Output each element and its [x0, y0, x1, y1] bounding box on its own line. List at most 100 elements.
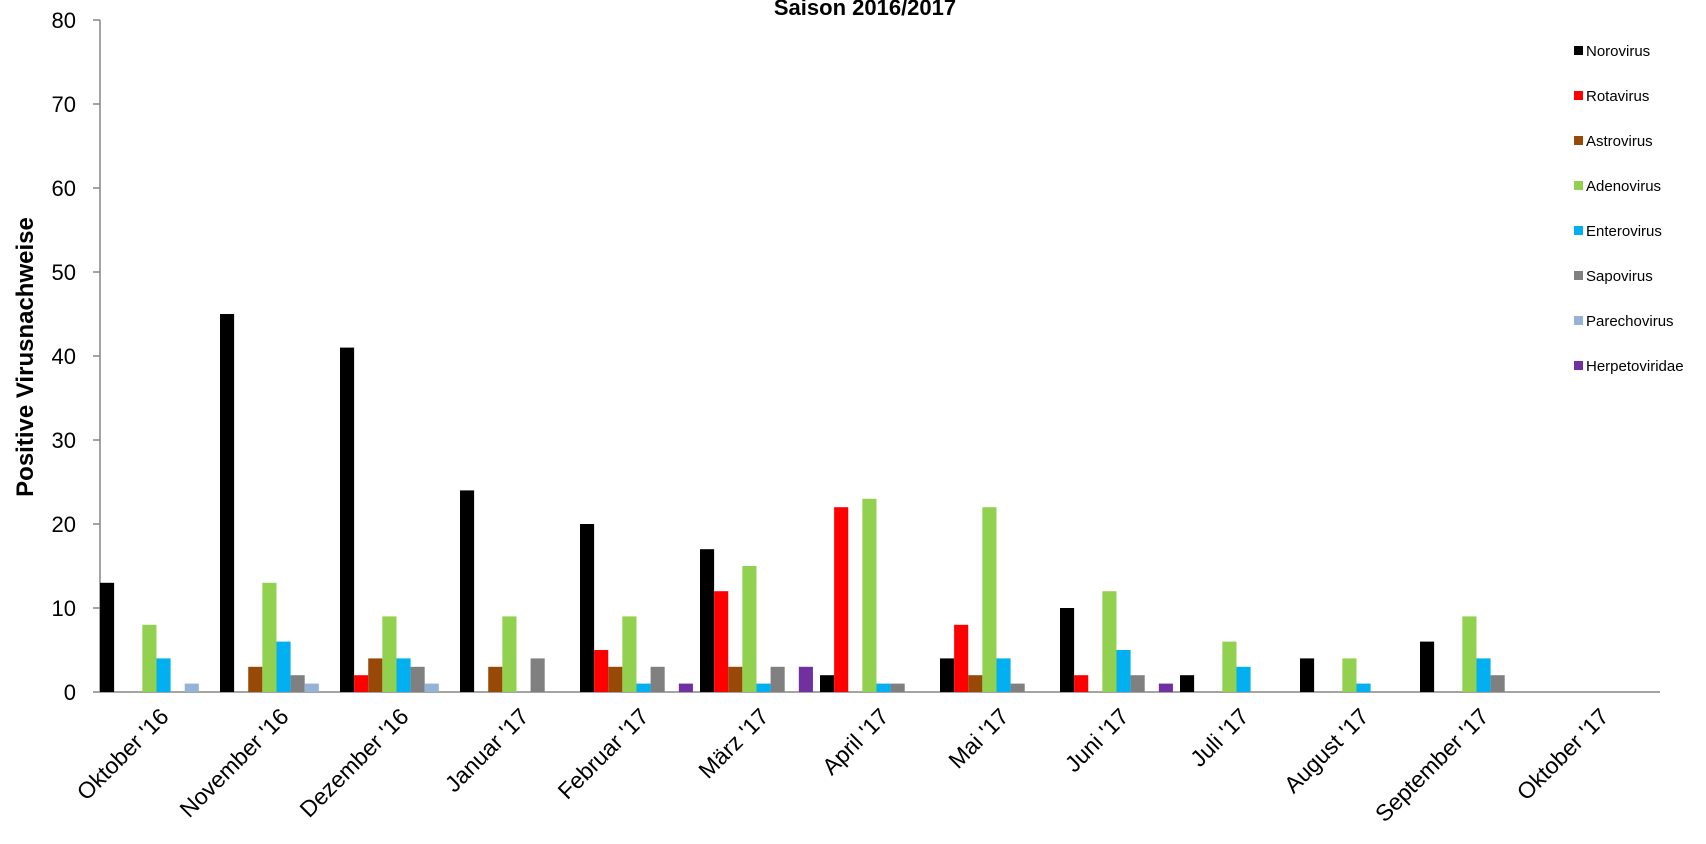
bar-enterovirus: [636, 683, 651, 692]
bar-enterovirus: [1116, 650, 1131, 692]
bar-rotavirus: [354, 675, 369, 692]
bar-sapovirus: [650, 666, 665, 692]
bar-adenovirus: [382, 616, 397, 692]
y-tick-label: 40: [52, 344, 76, 369]
legend-swatch: [1574, 136, 1583, 145]
bar-enterovirus: [996, 658, 1011, 692]
x-category-label: Januar '17: [440, 703, 534, 797]
bar-norovirus: [1060, 608, 1075, 692]
bar-norovirus: [340, 347, 355, 692]
legend-swatch: [1574, 271, 1583, 280]
bar-sapovirus: [1010, 683, 1025, 692]
y-tick-label: 20: [52, 512, 76, 537]
bar-adenovirus: [1342, 658, 1357, 692]
bar-herpetoviridae: [798, 666, 813, 692]
bar-adenovirus: [862, 498, 877, 692]
x-category-label: August '17: [1279, 703, 1374, 798]
bar-norovirus: [460, 490, 475, 692]
x-category-label: Februar '17: [552, 703, 653, 804]
bar-enterovirus: [1236, 666, 1251, 692]
chart-title: Saison 2016/2017: [774, 0, 956, 20]
bar-rotavirus: [594, 650, 609, 692]
y-tick-label: 50: [52, 260, 76, 285]
bar-enterovirus: [1356, 683, 1371, 692]
x-category-label: Mai '17: [943, 703, 1013, 773]
y-tick-label: 0: [64, 680, 76, 705]
bar-astrovirus: [248, 666, 263, 692]
bar-norovirus: [100, 582, 115, 692]
bar-adenovirus: [1462, 616, 1477, 692]
x-category-label: Dezember '16: [294, 703, 413, 822]
legend-swatch: [1574, 91, 1583, 100]
bar-enterovirus: [276, 641, 291, 692]
bar-rotavirus: [714, 591, 729, 692]
bar-enterovirus: [1476, 658, 1491, 692]
bar-parechovirus: [184, 683, 199, 692]
y-axis-label: Positive Virusnachweise: [12, 217, 39, 497]
legend-label: Enterovirus: [1586, 223, 1662, 240]
legend-label: Rotavirus: [1586, 88, 1649, 105]
bar-rotavirus: [1074, 675, 1089, 692]
bar-adenovirus: [262, 582, 277, 692]
y-tick-label: 10: [52, 596, 76, 621]
bar-adenovirus: [502, 616, 517, 692]
bar-sapovirus: [410, 666, 425, 692]
x-category-label: Juli '17: [1185, 703, 1254, 772]
bar-adenovirus: [142, 624, 157, 692]
bar-parechovirus: [424, 683, 439, 692]
bar-rotavirus: [954, 624, 969, 692]
bar-norovirus: [580, 524, 595, 692]
bar-rotavirus: [834, 507, 849, 692]
bar-enterovirus: [156, 658, 171, 692]
x-category-label: Oktober '16: [72, 703, 174, 805]
x-category-label: März '17: [693, 703, 773, 783]
x-axis-category-labels: Oktober '16 November '16 Dezember '16 Janua…: [72, 703, 1614, 827]
axes: [99, 20, 1660, 693]
bar-adenovirus: [742, 566, 757, 692]
y-axis-ticks: 0 10 20 30 40 50 60 70 80: [52, 8, 100, 705]
legend-label: Sapovirus: [1586, 268, 1653, 285]
legend-swatch: [1574, 316, 1583, 325]
legend-swatch: [1574, 226, 1583, 235]
bar-astrovirus: [728, 666, 743, 692]
legend-swatch: [1574, 361, 1583, 370]
legend-label: Adenovirus: [1586, 178, 1661, 195]
bar-adenovirus: [982, 507, 997, 692]
x-category-label: Oktober '17: [1512, 703, 1614, 805]
legend-label: Astrovirus: [1586, 133, 1653, 150]
legend-label: Herpetoviridae: [1586, 358, 1684, 375]
bar-astrovirus: [968, 675, 983, 692]
bar-norovirus: [1300, 658, 1315, 692]
bar-astrovirus: [368, 658, 383, 692]
bar-norovirus: [820, 675, 835, 692]
y-tick-label: 80: [52, 8, 76, 33]
bar-sapovirus: [1490, 675, 1505, 692]
bar-adenovirus: [1102, 591, 1117, 692]
bar-norovirus: [220, 314, 235, 692]
bar-norovirus: [1180, 675, 1195, 692]
bar-enterovirus: [876, 683, 891, 692]
legend-swatch: [1574, 46, 1583, 55]
bar-parechovirus: [304, 683, 319, 692]
bar-herpetoviridae: [678, 683, 693, 692]
x-category-label: November '16: [174, 703, 293, 822]
legend: Norovirus Rotavirus Astrovirus Adenovirus En…: [1574, 43, 1684, 375]
bar-sapovirus: [890, 683, 905, 692]
bar-series-group: [100, 314, 1505, 692]
bar-norovirus: [940, 658, 955, 692]
legend-label: Norovirus: [1586, 43, 1650, 60]
bar-norovirus: [700, 549, 715, 692]
y-tick-label: 60: [52, 176, 76, 201]
bar-sapovirus: [530, 658, 545, 692]
bar-adenovirus: [622, 616, 637, 692]
bar-astrovirus: [608, 666, 623, 692]
legend-label: Parechovirus: [1586, 313, 1674, 330]
bar-sapovirus: [770, 666, 785, 692]
bar-enterovirus: [396, 658, 411, 692]
y-tick-label: 30: [52, 428, 76, 453]
x-category-label: Juni '17: [1060, 703, 1134, 777]
legend-swatch: [1574, 181, 1583, 190]
x-category-label: September '17: [1370, 703, 1494, 827]
bar-astrovirus: [488, 666, 503, 692]
